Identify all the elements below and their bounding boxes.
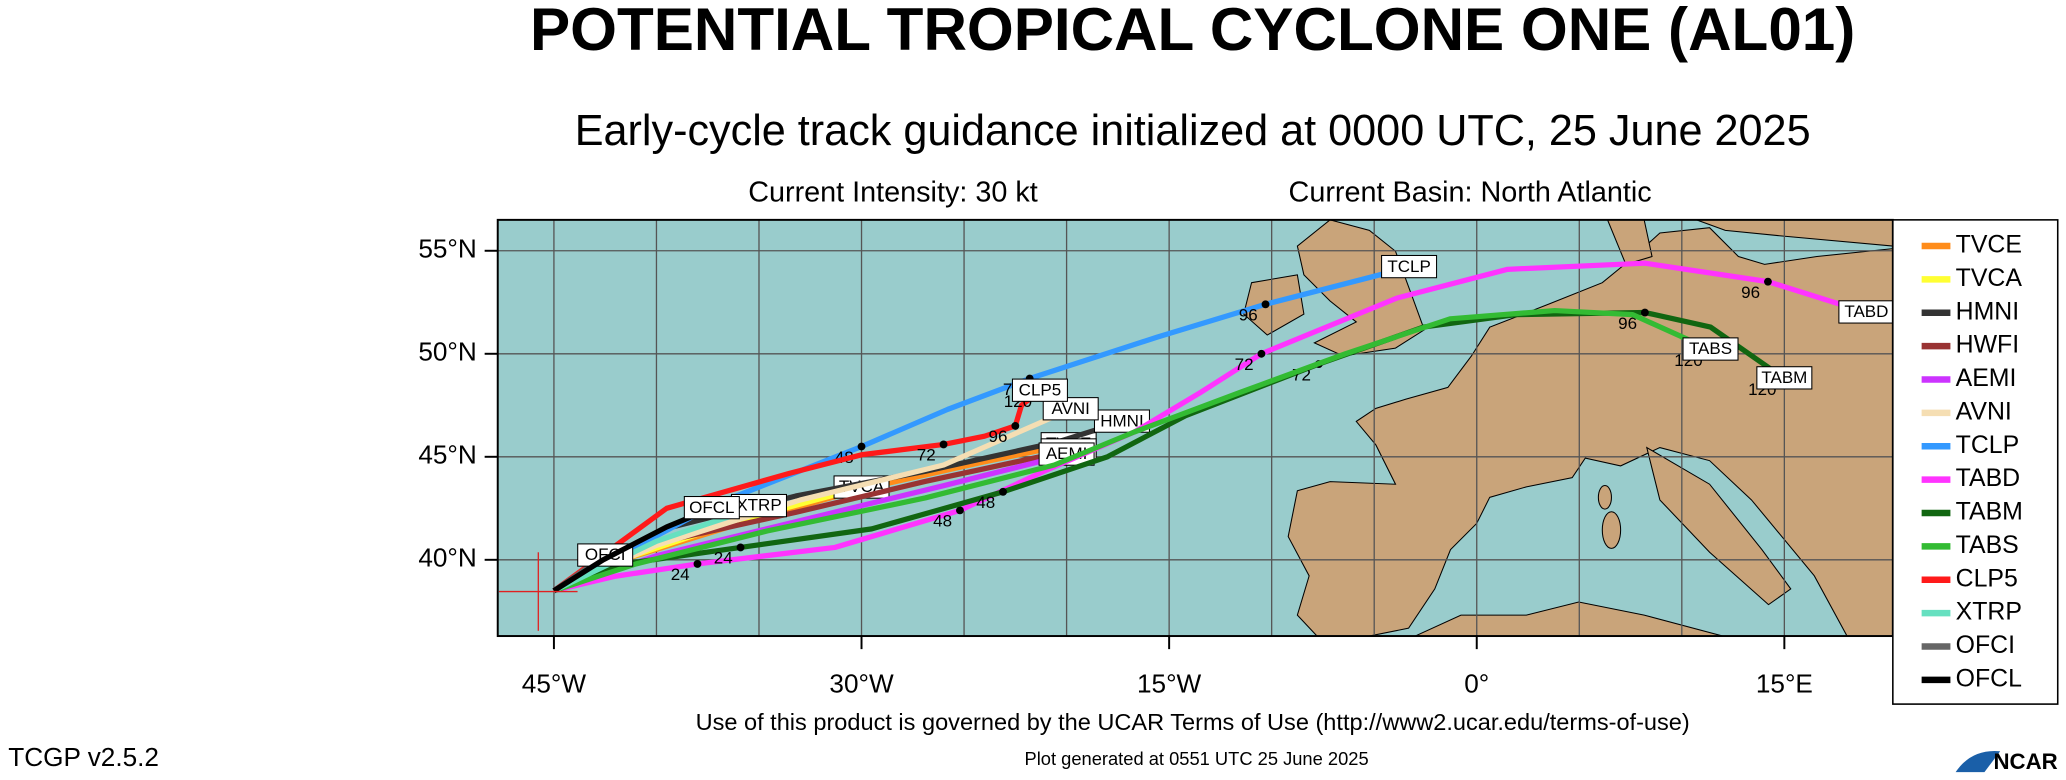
hour-label: 48 — [933, 512, 952, 531]
hour-label: 96 — [1741, 283, 1760, 302]
track-label: OFCL — [689, 498, 734, 517]
hour-dot — [1764, 277, 1772, 286]
terms: Use of this product is governed by the U… — [696, 709, 1690, 735]
basin: Current Basin: North Atlantic — [1289, 176, 1652, 208]
hour-dot — [693, 560, 702, 568]
legend-label: TCLP — [1956, 431, 2020, 459]
x-tick-label: 15°E — [1756, 669, 1813, 699]
legend — [1892, 219, 2059, 705]
hour-label: 24 — [671, 565, 690, 584]
hour-dot — [857, 442, 866, 451]
hour-dot — [999, 487, 1007, 496]
legend-label: HWFI — [1956, 331, 2020, 359]
x-tick-label: 30°W — [829, 669, 894, 699]
hour-label: 96 — [989, 427, 1008, 446]
generated: Plot generated at 0551 UTC 25 June 2025 — [1025, 748, 1369, 769]
legend-label: TVCA — [1956, 264, 2023, 292]
track-label-box — [1381, 254, 1438, 279]
hour-label: 96 — [1239, 306, 1258, 325]
track-label-box — [1042, 397, 1099, 421]
track-label: TCLP — [1387, 257, 1430, 276]
track-label: CLP5 — [1019, 380, 1062, 399]
track-label: HMNI — [1100, 411, 1143, 430]
hour-label: 48 — [976, 493, 995, 512]
hour-dot — [1011, 421, 1020, 430]
legend-label: XTRP — [1956, 598, 2022, 626]
hour-label: 72 — [917, 446, 936, 465]
logo-mark — [1955, 750, 2001, 773]
subtitle: Early-cycle track guidance initialized a… — [575, 107, 1811, 155]
legend-label: AVNI — [1956, 397, 2012, 425]
track-label-box — [1838, 300, 1893, 324]
logo: NCAR — [1993, 749, 2057, 774]
track-label-box — [683, 496, 740, 520]
legend-label: OFCI — [1956, 631, 2015, 659]
legend-label: OFCL — [1956, 664, 2022, 692]
track-label-box — [1011, 378, 1068, 402]
legend-label: TABS — [1956, 531, 2019, 559]
y-tick-label: 40°N — [418, 543, 476, 573]
hour-label: 96 — [1618, 314, 1637, 333]
hour-label: 24 — [714, 549, 733, 568]
x-tick-label: 45°W — [522, 669, 587, 699]
hour-dot — [1640, 308, 1649, 317]
hour-dot — [736, 543, 745, 552]
hour-dot — [1261, 300, 1270, 309]
hour-label: 72 — [1235, 355, 1254, 374]
y-tick-label: 50°N — [418, 337, 476, 367]
intensity: Current Intensity: 30 kt — [748, 176, 1038, 208]
x-tick-label: 0° — [1464, 669, 1489, 699]
hour-dot — [956, 506, 964, 515]
track-label: TABS — [1689, 339, 1732, 358]
legend-label: TABD — [1956, 464, 2020, 492]
track-label-box — [1038, 442, 1095, 466]
legend-label: CLP5 — [1956, 564, 2018, 592]
legend-label: AEMI — [1956, 364, 2017, 392]
track-label: AVNI — [1051, 399, 1089, 418]
tracks: TVCETVCAHMNIHWFIAEMIAVNI487296TCLP244872… — [552, 254, 1893, 594]
track — [553, 260, 1868, 594]
legend-label: TVCE — [1956, 231, 2022, 259]
hour-dot — [1257, 349, 1266, 358]
y-tick-label: 45°N — [418, 440, 476, 470]
track-label-box — [1756, 366, 1813, 390]
x-tick-label: 15°W — [1137, 669, 1202, 699]
track-label: TABD — [1844, 302, 1888, 321]
title: POTENTIAL TROPICAL CYCLONE ONE (AL01) — [530, 0, 1855, 63]
track-label: XTRP — [736, 496, 781, 515]
hour-dot — [939, 440, 948, 449]
track — [553, 307, 1712, 594]
legend-entries: TVCE TVCA HMNI HWFI AEMI AVNI TCLP TABD TABM TABS… — [1921, 231, 2023, 692]
version: TCGP v2.5.2 — [8, 742, 159, 772]
land — [1243, 219, 1893, 637]
track-label: TABM — [1761, 368, 1807, 387]
grid: 40°N 45°N 50°N 55°N 45°W 30°W 15°W 0° 15°E — [418, 219, 1893, 699]
legend-label: TABM — [1956, 498, 2023, 526]
y-tick-label: 55°N — [418, 234, 476, 264]
legend-label: HMNI — [1956, 297, 2020, 325]
track-label-box — [1682, 337, 1739, 361]
track-label: OFCI — [585, 545, 626, 564]
